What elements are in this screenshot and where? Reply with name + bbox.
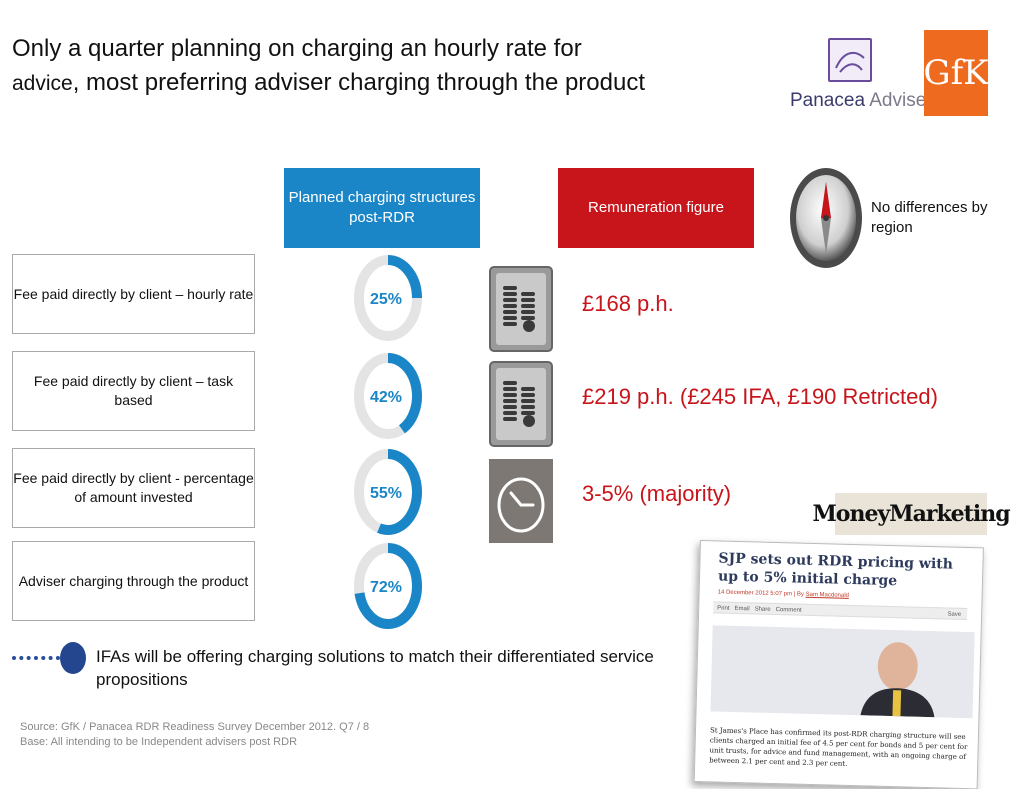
coins-icon (489, 266, 553, 352)
category-box-task-based: Fee paid directly by client – task based (12, 351, 255, 431)
moneymarketing-logo: MoneyMarketing (812, 493, 1011, 535)
title-line-1: Only a quarter planning on charging an h… (12, 35, 582, 62)
article-toolbar-save: Save (947, 611, 962, 618)
article-date: 14 December 2012 5:07 pm | By (717, 589, 804, 598)
donut-chart-adviser-charging: 72% (354, 543, 422, 629)
article-toolbar-share: Share (754, 606, 771, 613)
panacea-wordmark: Panacea Adviser (790, 90, 933, 112)
remuneration-header: Remuneration figure (558, 168, 754, 248)
title-line-2-lead: advice (12, 72, 73, 95)
category-box-adviser-charging: Adviser charging through the product (12, 541, 255, 621)
article-author: Sam Macdonald (805, 591, 849, 599)
remuneration-value-task: £219 p.h. (£245 IFA, £190 Retricted) (582, 384, 938, 409)
gfk-logo: GfK (923, 30, 989, 116)
panacea-adviser-logo: Panacea Adviser (786, 36, 933, 116)
article-toolbar: Print Email Share Comment Save (713, 601, 968, 621)
article-meta: 14 December 2012 5:07 pm | By Sam Macdon… (718, 589, 849, 598)
article-headline: SJP sets out RDR pricing with up to 5% i… (717, 550, 954, 590)
planned-charging-header: Planned charging structures post-RDR (284, 168, 480, 248)
takeaway-dotted-line (12, 656, 60, 664)
coins-icon (489, 361, 553, 447)
base-line: Base: All intending to be Independent ad… (20, 736, 298, 748)
clock-icon (489, 459, 553, 545)
region-note: No differences by region (871, 199, 988, 236)
donut-chart-hourly-rate: 25% (354, 255, 422, 341)
donut-value-label: 25% (370, 291, 402, 308)
donut-value-arc (387, 353, 422, 434)
slide-title: Only a quarter planning on charging an h… (12, 32, 782, 101)
remuneration-value-hourly: £168 p.h. (582, 291, 674, 316)
title-line-2-rest: , most preferring adviser charging throu… (72, 69, 646, 96)
source-line: Source: GfK / Panacea RDR Readiness Surv… (20, 721, 370, 733)
article-body: St James's Place has confirmed its post-… (709, 726, 968, 768)
panacea-word: Panacea (790, 90, 866, 111)
news-article-clipping: SJP sets out RDR pricing with up to 5% i… (693, 540, 984, 789)
donut-value-label: 72% (370, 579, 402, 596)
donut-value-label: 42% (370, 389, 402, 406)
donut-value-arc (377, 449, 422, 535)
article-photo (710, 625, 975, 719)
category-box-hourly-rate: Fee paid directly by client – hourly rat… (12, 254, 255, 334)
compass-icon (786, 160, 866, 272)
takeaway-text: IFAs will be offering charging solutions… (96, 647, 654, 689)
article-toolbar-comment: Comment (775, 607, 802, 614)
article-toolbar-email: Email (734, 605, 750, 613)
adviser-word: Adviser (869, 90, 933, 111)
remuneration-value-percentage: 3-5% (majority) (582, 481, 732, 506)
panacea-mark-icon (828, 38, 872, 82)
article-toolbar-print: Print (717, 605, 730, 612)
donut-value-arc (387, 255, 422, 299)
donut-value-label: 55% (370, 485, 402, 502)
donut-value-arc (354, 543, 422, 629)
category-box-percentage-invested: Fee paid directly by client - percentage… (12, 448, 255, 528)
source-note: Source: GfK / Panacea RDR Readiness Surv… (20, 720, 369, 750)
donut-chart-task-based: 42% (354, 353, 422, 439)
takeaway-bullet (60, 642, 86, 674)
donut-chart-percentage-invested: 55% (354, 449, 422, 535)
